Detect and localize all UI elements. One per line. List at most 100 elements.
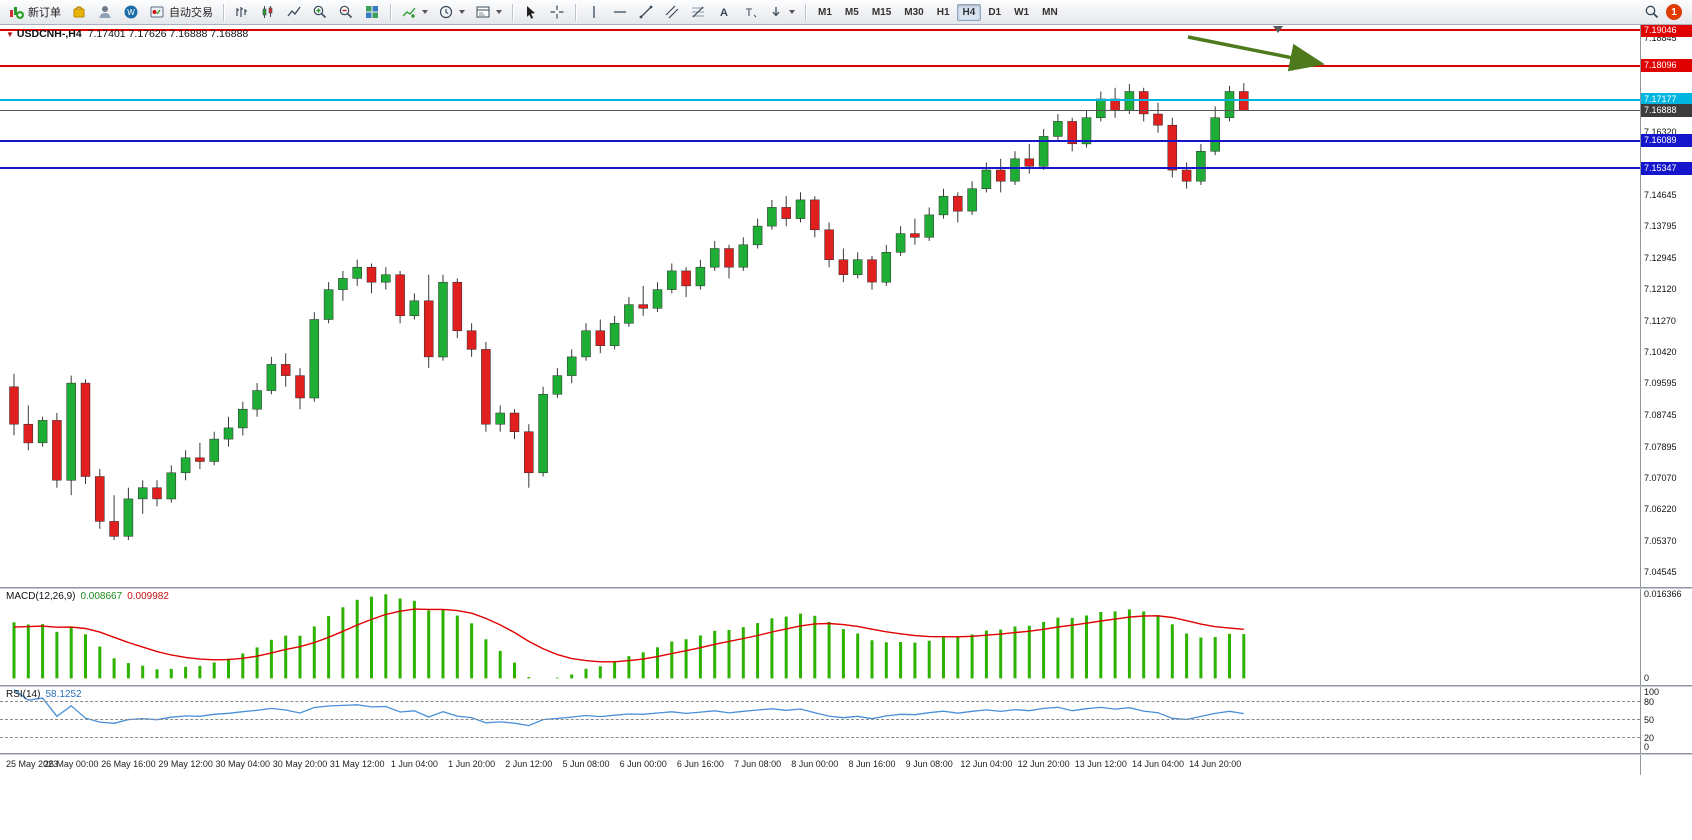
candlestick-canvas xyxy=(0,25,1640,587)
svg-text:W: W xyxy=(127,8,135,17)
zoom-out-icon xyxy=(339,5,353,19)
zoom-in-button[interactable] xyxy=(308,2,332,22)
chart-canvas[interactable]: ▼ USDCNH-,H4 7.17401 7.17626 7.16888 7.168… xyxy=(0,25,1640,587)
auto-trading-button[interactable]: 自动交易 xyxy=(145,2,217,22)
arrow-tool-icon xyxy=(772,7,780,17)
macd-scale-min: 0 xyxy=(1644,673,1650,683)
price-axis-label: 7.11270 xyxy=(1644,315,1676,326)
panel-separator[interactable] xyxy=(0,587,1692,589)
horizontal-line[interactable] xyxy=(0,64,1640,67)
time-axis-label: 12 Jun 20:00 xyxy=(1017,759,1070,769)
rsi-scale-label: 0 xyxy=(1644,742,1650,752)
timeframe-H4[interactable]: H4 xyxy=(956,3,982,21)
price-axis-label: 7.06220 xyxy=(1644,504,1677,515)
horizontal-line-tool-button[interactable] xyxy=(608,2,632,22)
price-axis-label: 7.12945 xyxy=(1644,253,1677,263)
price-badge: 7.16089 xyxy=(1641,134,1692,147)
community-icon xyxy=(99,6,111,18)
timeframe-M15[interactable]: M15 xyxy=(866,4,897,21)
horizontal-line[interactable] xyxy=(0,29,1640,31)
time-axis-label: 1 Jun 20:00 xyxy=(448,759,496,769)
indicators-button[interactable] xyxy=(397,2,432,22)
price-badge: 7.18096 xyxy=(1641,59,1692,72)
market-icon xyxy=(73,6,85,18)
horizontal-line[interactable] xyxy=(0,167,1640,170)
new-order-icon xyxy=(10,7,24,19)
candlestick-mode-button[interactable] xyxy=(256,2,280,22)
fibonacci-icon xyxy=(692,6,704,18)
macd-panel[interactable]: MACD(12,26,9) 0.008667 0.009982 xyxy=(0,589,1640,685)
time-axis-label: 14 Jun 20:00 xyxy=(1189,759,1242,769)
ohlc-values: 7.17401 7.17626 7.16888 7.16888 xyxy=(87,28,249,40)
vertical-line-tool-button[interactable] xyxy=(582,2,606,22)
periods-button[interactable] xyxy=(434,2,469,22)
macd-label: MACD(12,26,9) xyxy=(6,591,76,602)
new-order-button[interactable]: 新订单 xyxy=(4,2,65,22)
notification-badge[interactable]: 1 xyxy=(1666,4,1682,20)
rsi-value: 58.1252 xyxy=(45,689,82,700)
indicators-icon xyxy=(402,7,416,18)
chart-title: ▼ USDCNH-,H4 7.17401 7.17626 7.16888 7.168… xyxy=(6,28,248,40)
channel-tool-button[interactable] xyxy=(660,2,684,22)
price-axis-label: 7.13795 xyxy=(1644,221,1677,232)
dropdown-caret-icon xyxy=(459,10,465,14)
crosshair-tool-button[interactable] xyxy=(545,2,569,22)
rsi-panel[interactable]: RSI(14) 58.1252 xyxy=(0,687,1640,753)
timeframe-W1[interactable]: W1 xyxy=(1008,4,1035,21)
time-axis[interactable]: 25 May 2023 26 May 00:00 26 May 16:00 29 Ma… xyxy=(0,755,1640,775)
new-order-label: 新订单 xyxy=(28,7,61,19)
price-axis-label: 7.10420 xyxy=(1644,347,1677,358)
line-chart-icon xyxy=(287,6,301,17)
horizontal-line[interactable] xyxy=(0,110,1640,112)
rsi-scale-label: 80 xyxy=(1644,697,1655,707)
rsi-level-line xyxy=(0,737,1640,738)
timeframe-D1[interactable]: D1 xyxy=(982,4,1007,21)
time-axis-label: 2 Jun 12:00 xyxy=(505,759,553,769)
time-axis-label: 1 Jun 04:00 xyxy=(390,759,438,769)
price-badge: 7.17177 xyxy=(1641,93,1692,107)
timeframe-M5[interactable]: M5 xyxy=(839,4,865,21)
time-axis-label: 29 May 12:00 xyxy=(158,759,213,769)
time-axis-label: 8 Jun 00:00 xyxy=(791,759,839,769)
timeframe-H1[interactable]: H1 xyxy=(931,4,956,21)
rsi-scale-label: 50 xyxy=(1644,715,1655,725)
bar-chart-mode-button[interactable] xyxy=(230,2,254,22)
rsi-canvas xyxy=(0,687,1640,753)
auto-trading-icon xyxy=(150,6,164,18)
search-button[interactable] xyxy=(1640,2,1664,22)
tile-windows-button[interactable] xyxy=(360,2,384,22)
chart-shift-marker-icon[interactable] xyxy=(1273,26,1283,33)
timeframe-M30[interactable]: M30 xyxy=(898,4,929,21)
templates-button[interactable] xyxy=(471,2,506,22)
fibonacci-tool-button[interactable] xyxy=(686,2,710,22)
horizontal-line[interactable] xyxy=(0,98,1640,101)
community-button[interactable] xyxy=(93,2,117,22)
panel-separator[interactable] xyxy=(0,685,1692,687)
trendline-tool-button[interactable] xyxy=(634,2,658,22)
macd-main-value: 0.008667 xyxy=(80,591,123,602)
price-axis[interactable]: 7.188457.179957.163207.146457.137957.129… xyxy=(1640,25,1692,587)
zoom-out-button[interactable] xyxy=(334,2,358,22)
arrows-tool-button[interactable] xyxy=(764,2,799,22)
text-tool-button[interactable]: A xyxy=(712,2,736,22)
label-tool-button[interactable]: T xyxy=(738,2,762,22)
market-button[interactable] xyxy=(67,2,91,22)
svg-text:T: T xyxy=(746,7,753,19)
time-axis-label: 26 May 16:00 xyxy=(101,759,156,769)
tile-windows-icon xyxy=(366,6,378,18)
timeframe-M1[interactable]: M1 xyxy=(812,4,838,21)
time-axis-label: 30 May 20:00 xyxy=(272,759,328,769)
price-axis-label: 7.12120 xyxy=(1644,283,1677,294)
rsi-scale-label: 20 xyxy=(1644,733,1655,743)
price-axis-label: 7.16320 xyxy=(1644,126,1677,137)
crosshair-icon xyxy=(550,5,564,19)
horizontal-line[interactable] xyxy=(0,139,1640,142)
mql5-button[interactable]: W xyxy=(119,2,143,22)
line-chart-mode-button[interactable] xyxy=(282,2,306,22)
timeframe-MN[interactable]: MN xyxy=(1036,4,1064,21)
toolbar-separator xyxy=(805,3,806,21)
axis-corner xyxy=(1640,755,1692,775)
cursor-tool-button[interactable] xyxy=(519,2,543,22)
time-axis-label: 13 Jun 12:00 xyxy=(1074,759,1127,769)
price-axis-label: 7.18845 xyxy=(1644,32,1677,43)
